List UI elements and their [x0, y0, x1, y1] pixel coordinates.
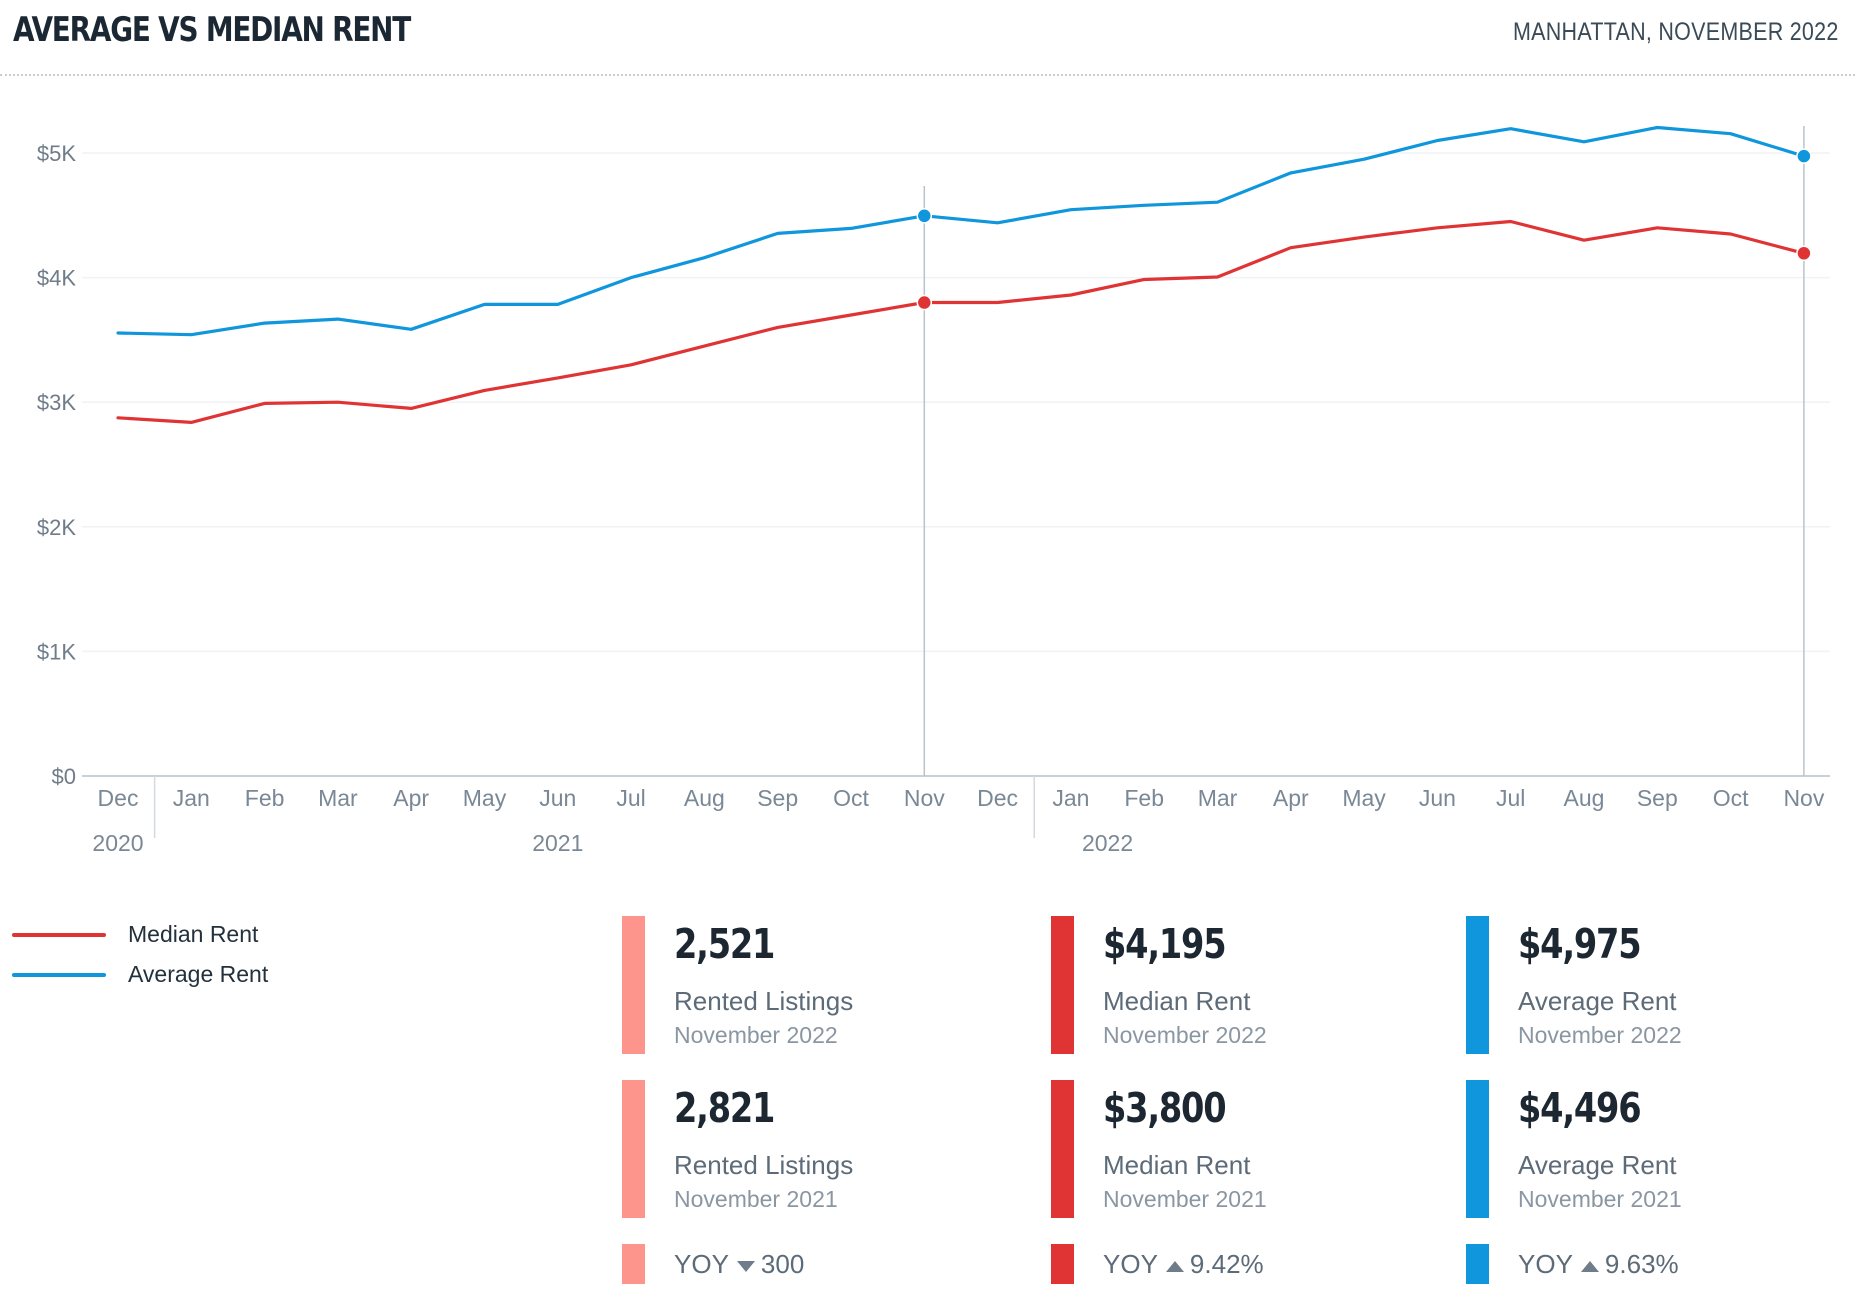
x-tick-label: Feb [1124, 785, 1164, 811]
stat-period: November 2022 [1518, 1022, 1682, 1048]
stat-label: Rented Listings [674, 986, 854, 1016]
legend-swatch-median [12, 933, 106, 937]
rent-line-chart[interactable]: $0 $1K $2K $3K $4K $5K Dec Jan Feb Mar Apr May Jun J… [0, 76, 1855, 876]
x-tick-label: Mar [1198, 785, 1238, 811]
yoy-prefix: YOY [1103, 1249, 1158, 1279]
yoy-prefix: YOY [1518, 1249, 1573, 1279]
stat-color-bar [1051, 916, 1074, 1054]
stat-value: 2,821 [674, 1084, 775, 1132]
yoy-value: 300 [760, 1249, 805, 1279]
x-tick-label: Jun [1419, 785, 1456, 811]
y-tick-label: $2K [37, 515, 76, 540]
x-tick-label: Aug [1564, 785, 1605, 811]
legend-swatch-average [12, 973, 106, 977]
x-tick-label: Dec [977, 785, 1018, 811]
data-point-marker[interactable] [1796, 245, 1812, 262]
data-point-marker[interactable] [1796, 148, 1812, 164]
y-tick-label: $1K [37, 639, 76, 664]
chart-subtitle: MANHATTAN, NOVEMBER 2022 [1513, 18, 1839, 46]
x-tick-label: Oct [1713, 785, 1749, 811]
median-rent-line[interactable] [116, 219, 1806, 424]
x-tick-label: Nov [904, 785, 945, 811]
year-label: 2022 [1082, 830, 1133, 856]
yoy-value: 9.42% [1189, 1249, 1264, 1279]
x-tick-label: Mar [318, 785, 358, 811]
hover-cursor-lines [923, 126, 1805, 776]
chart-title: AVERAGE VS MEDIAN RENT [13, 10, 411, 50]
x-tick-label: Jan [1052, 785, 1089, 811]
stat-color-bar [1051, 1080, 1074, 1218]
stat-period: November 2021 [674, 1186, 838, 1212]
yoy-text: YOY 9.63% [1518, 1249, 1679, 1280]
stat-color-bar [622, 1080, 645, 1218]
legend-label: Average Rent [128, 961, 269, 987]
triangle-up-icon [1165, 1260, 1184, 1272]
x-tick-label: Feb [245, 785, 285, 811]
x-tick-label: Apr [1273, 785, 1309, 811]
yoy-prefix: YOY [674, 1249, 729, 1279]
triangle-down-icon [736, 1260, 755, 1272]
x-tick-label: Jul [616, 785, 645, 811]
data-point-marker[interactable] [916, 208, 933, 224]
legend-label: Median Rent [128, 921, 259, 947]
legend-item-median-rent[interactable]: Median Rent [12, 915, 332, 955]
stat-value: 2,521 [674, 920, 775, 968]
stat-value: $4,195 [1103, 920, 1227, 968]
stat-period: November 2021 [1518, 1186, 1682, 1212]
x-tick-label: Sep [757, 785, 798, 811]
stat-value: $4,496 [1518, 1084, 1642, 1132]
triangle-up-icon [1580, 1260, 1599, 1272]
yoy-color-bar [1051, 1244, 1074, 1284]
x-tick-label: Oct [833, 785, 869, 811]
stat-color-bar [1466, 916, 1489, 1054]
chart-series[interactable] [116, 125, 1806, 424]
y-axis: $0 $1K $2K $3K $4K $5K [37, 141, 76, 789]
stat-label: Median Rent [1103, 1150, 1251, 1180]
y-tick-label: $0 [52, 764, 76, 789]
stat-value: $3,800 [1103, 1084, 1227, 1132]
x-tick-label: Dec [98, 785, 139, 811]
stat-period: November 2022 [674, 1022, 838, 1048]
stat-label: Average Rent [1518, 1150, 1677, 1180]
chart-grid [82, 152, 1830, 653]
average-rent-line[interactable] [116, 125, 1806, 337]
stat-color-bar [622, 916, 645, 1054]
yoy-value: 9.63% [1604, 1249, 1679, 1279]
yoy-text: YOY 9.42% [1103, 1249, 1264, 1280]
yoy-color-bar [622, 1244, 645, 1284]
stat-label: Average Rent [1518, 986, 1677, 1016]
yoy-text: YOY 300 [674, 1249, 804, 1280]
y-tick-label: $5K [37, 141, 76, 166]
x-tick-label: Nov [1783, 785, 1824, 811]
x-tick-label: May [1342, 785, 1386, 811]
stat-label: Rented Listings [674, 1150, 854, 1180]
stat-value: $4,975 [1518, 920, 1642, 968]
x-tick-label: Jan [173, 785, 210, 811]
yoy-color-bar [1466, 1244, 1489, 1284]
year-label: 2021 [532, 830, 583, 856]
x-tick-label: Jun [539, 785, 576, 811]
y-tick-label: $3K [37, 390, 76, 415]
stat-period: November 2022 [1103, 1022, 1267, 1048]
x-tick-label: Aug [684, 785, 725, 811]
x-tick-label: Apr [393, 785, 429, 811]
chart-legend: Median Rent Average Rent [12, 915, 332, 995]
x-axis: Dec Jan Feb Mar Apr May Jun Jul Aug Sep Oct Nov Dec J… [82, 775, 1830, 856]
year-label: 2020 [92, 830, 143, 856]
x-tick-label: May [463, 785, 507, 811]
highlight-points[interactable] [916, 148, 1812, 311]
stat-period: November 2021 [1103, 1186, 1267, 1212]
data-point-marker[interactable] [916, 294, 933, 311]
chart-header: AVERAGE VS MEDIAN RENT MANHATTAN, NOVEMB… [0, 0, 1855, 76]
y-tick-label: $4K [37, 266, 76, 291]
stat-color-bar [1466, 1080, 1489, 1218]
stat-label: Median Rent [1103, 986, 1251, 1016]
x-tick-label: Jul [1496, 785, 1525, 811]
x-tick-label: Sep [1637, 785, 1678, 811]
legend-item-average-rent[interactable]: Average Rent [12, 955, 332, 995]
